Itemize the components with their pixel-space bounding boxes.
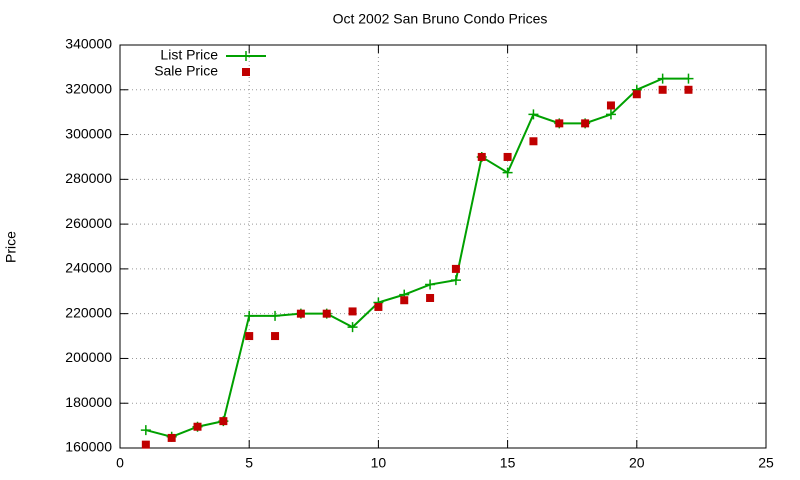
x-tick-label: 25	[758, 455, 774, 471]
y-tick-label: 160000	[65, 439, 112, 455]
plot-frame	[119, 44, 767, 449]
y-axis-label: Price	[3, 231, 19, 263]
legend-marker	[241, 51, 251, 61]
y-tick-label: 320000	[65, 80, 112, 96]
x-tick-label: 0	[116, 455, 124, 471]
point-marker	[322, 309, 331, 318]
point-marker	[296, 309, 305, 318]
y-tick-label: 180000	[65, 394, 112, 410]
point-marker	[555, 119, 564, 128]
point-marker	[426, 293, 435, 302]
point-marker	[606, 101, 615, 110]
point-marker	[632, 90, 641, 99]
point-marker	[502, 167, 513, 178]
point-marker	[348, 307, 357, 316]
point-marker	[451, 264, 460, 273]
point-marker	[244, 310, 255, 321]
point-marker	[400, 296, 409, 305]
point-marker	[347, 322, 358, 333]
y-tick-label: 240000	[65, 260, 112, 276]
point-marker	[605, 109, 616, 120]
point-marker	[683, 73, 694, 84]
point-marker	[425, 279, 436, 290]
y-tick-label: 260000	[65, 215, 112, 231]
y-tick-label: 280000	[65, 170, 112, 186]
point-marker	[270, 310, 281, 321]
y-tick-label: 300000	[65, 125, 112, 141]
point-marker	[374, 302, 383, 311]
point-marker	[528, 109, 539, 120]
point-marker	[141, 440, 150, 449]
y-tick-label: 220000	[65, 304, 112, 320]
legend-marker	[242, 68, 250, 76]
point-marker	[245, 332, 254, 341]
point-marker	[477, 152, 486, 161]
point-marker	[167, 433, 176, 442]
point-marker	[140, 425, 151, 436]
point-marker	[581, 119, 590, 128]
x-tick-label: 20	[629, 455, 645, 471]
point-marker	[450, 275, 461, 286]
point-marker	[193, 422, 202, 431]
legend-label: List Price	[160, 47, 218, 63]
point-marker	[529, 137, 538, 146]
x-tick-label: 15	[500, 455, 516, 471]
point-marker	[684, 85, 693, 94]
y-tick-label: 340000	[65, 36, 112, 52]
point-marker	[658, 85, 667, 94]
y-tick-label: 200000	[65, 349, 112, 365]
x-tick-label: 10	[371, 455, 387, 471]
x-tick-label: 5	[245, 455, 253, 471]
point-marker	[271, 332, 280, 341]
point-marker	[503, 152, 512, 161]
point-marker	[219, 417, 228, 426]
series-line	[145, 77, 689, 438]
legend-label: Sale Price	[154, 63, 218, 79]
point-marker	[657, 73, 668, 84]
chart-title: Oct 2002 San Bruno Condo Prices	[333, 11, 548, 27]
